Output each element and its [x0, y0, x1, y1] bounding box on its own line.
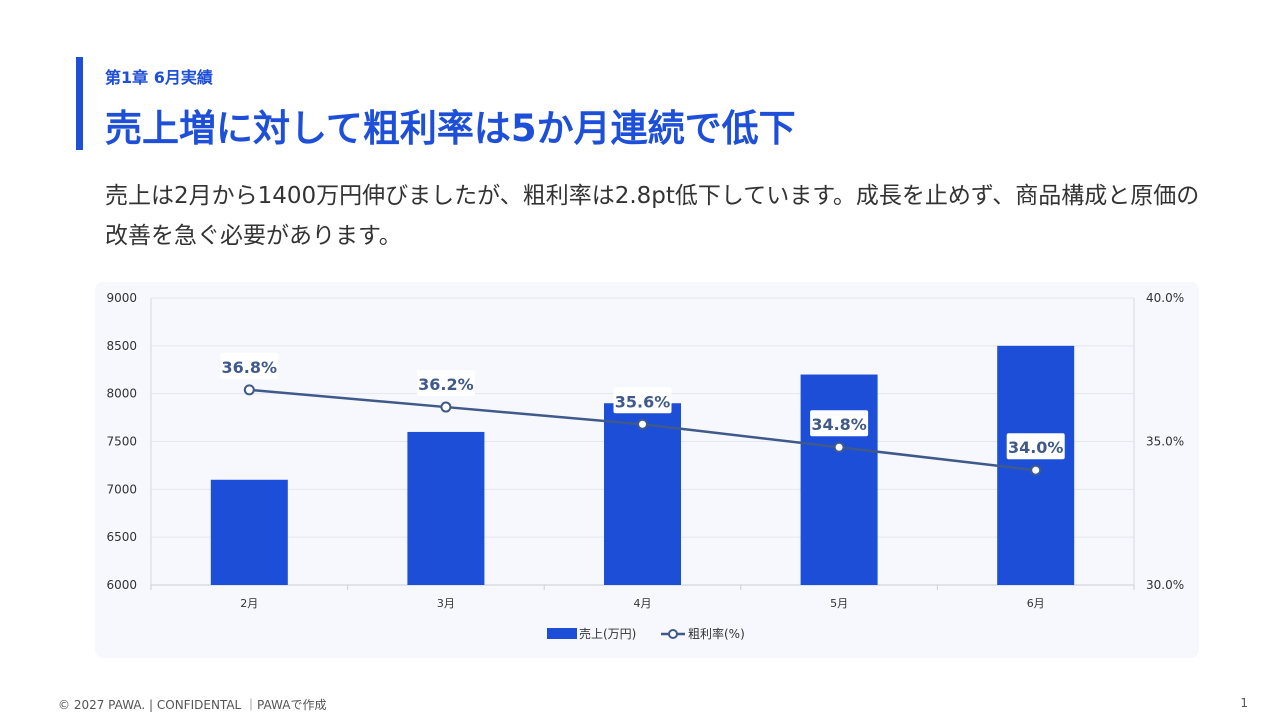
y-left-tick-label: 6500	[106, 530, 137, 544]
data-label-bg	[220, 352, 279, 379]
bar-2月	[210, 479, 288, 585]
x-tick-label: 5月	[830, 597, 848, 610]
lead-text: 売上は2月から1400万円伸びましたが、粗利率は2.8pt低下しています。成長を…	[105, 183, 1200, 249]
data-label-bg	[416, 370, 475, 397]
chart-panel: 6000 6500 7000 7500 8000 8500 9000 30.0% 35.0% 40…	[95, 282, 1199, 658]
combo-chart: 6000 6500 7000 7500 8000 8500 9000 30.0% 35.0% 40…	[106, 291, 1184, 641]
chapter-label: 第1章 6月実績	[105, 68, 213, 87]
data-label: 35.6%	[615, 392, 671, 411]
data-label: 36.8%	[222, 358, 278, 377]
legend-bar-swatch	[547, 628, 577, 639]
y-right-tick-label: 30.0%	[1146, 578, 1184, 592]
y-left-tick-label: 8500	[106, 339, 137, 353]
bar-4月	[604, 403, 681, 585]
y-right-tick-label: 35.0%	[1146, 435, 1184, 449]
y-left-tick-label: 9000	[106, 291, 137, 305]
x-tick-label: 4月	[634, 597, 652, 610]
line-point-5月	[833, 441, 845, 453]
line-point-6月	[1030, 464, 1042, 476]
data-label: 34.8%	[811, 415, 867, 434]
y-left-tick-label: 7000	[106, 482, 137, 496]
y-left-tick-label: 7500	[106, 435, 137, 449]
bar-3月	[407, 431, 485, 585]
bar-5月	[800, 374, 878, 585]
line-point-3月	[440, 401, 452, 413]
x-tick-label: 3月	[437, 597, 455, 610]
legend-line-marker	[668, 629, 678, 639]
y-left-tick-label: 6000	[106, 578, 137, 592]
x-tick-label: 6月	[1027, 597, 1045, 610]
line-point-2月	[243, 384, 255, 396]
y-left-tick-label: 8000	[106, 387, 137, 401]
accent-bar	[76, 57, 83, 150]
line-point-4月	[637, 418, 648, 430]
data-label-bg	[1006, 433, 1065, 460]
y-right-tick-label: 40.0%	[1146, 291, 1184, 305]
data-label-bg	[810, 410, 869, 437]
slide-title: 売上増に対して粗利率は5か月連続で低下	[105, 107, 796, 150]
legend-line-label: 粗利率(%)	[688, 626, 745, 641]
page-number: 1	[1240, 696, 1248, 710]
footer-text: © 2027 PAWA. | CONFIDENTAL ｜PAWAで作成	[58, 698, 327, 712]
data-label: 34.0%	[1008, 438, 1064, 457]
data-label: 36.2%	[418, 375, 474, 394]
data-label-bg	[613, 387, 672, 414]
x-tick-label: 2月	[240, 597, 258, 610]
legend-bar-label: 売上(万円)	[579, 626, 636, 641]
